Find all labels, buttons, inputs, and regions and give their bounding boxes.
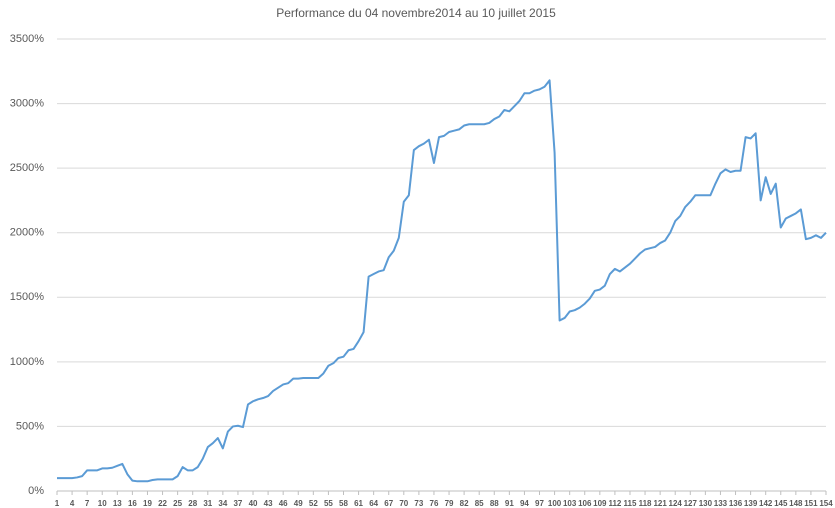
- x-tick-label: 127: [684, 499, 698, 508]
- x-tick-label: 100: [548, 499, 562, 508]
- x-tick-label: 145: [774, 499, 788, 508]
- x-tick-label: 16: [128, 499, 137, 508]
- y-tick-label: 500%: [16, 420, 44, 432]
- x-tick-label: 124: [669, 499, 683, 508]
- x-tick-label: 31: [203, 499, 212, 508]
- y-tick-label: 0%: [28, 485, 44, 497]
- x-tick-label: 34: [218, 499, 227, 508]
- x-tick-label: 148: [789, 499, 803, 508]
- x-tick-label: 103: [563, 499, 577, 508]
- x-tick-label: 25: [173, 499, 182, 508]
- x-tick-label: 7: [85, 499, 90, 508]
- x-tick-label: 82: [460, 499, 469, 508]
- x-tick-label: 13: [113, 499, 122, 508]
- x-tick-label: 130: [699, 499, 713, 508]
- x-tick-label: 97: [535, 499, 544, 508]
- x-tick-label: 91: [505, 499, 514, 508]
- x-tick-label: 115: [624, 499, 637, 508]
- x-tick-label: 133: [714, 499, 728, 508]
- x-tick-label: 85: [475, 499, 484, 508]
- y-tick-label: 3500%: [10, 33, 44, 45]
- x-tick-label: 1: [55, 499, 60, 508]
- x-tick-label: 19: [143, 499, 152, 508]
- x-tick-label: 88: [490, 499, 499, 508]
- x-tick-label: 55: [324, 499, 333, 508]
- x-tick-label: 10: [98, 499, 107, 508]
- x-tick-label: 151: [804, 499, 818, 508]
- x-tick-label: 94: [520, 499, 529, 508]
- x-tick-label: 142: [759, 499, 773, 508]
- x-tick-label: 64: [369, 499, 378, 508]
- x-tick-label: 52: [309, 499, 318, 508]
- x-tick-label: 49: [294, 499, 303, 508]
- x-tick-label: 112: [608, 499, 621, 508]
- x-tick-label: 67: [384, 499, 393, 508]
- x-tick-label: 37: [233, 499, 242, 508]
- x-tick-label: 79: [445, 499, 454, 508]
- x-tick-label: 28: [188, 499, 197, 508]
- y-tick-label: 2000%: [10, 227, 44, 239]
- y-tick-label: 2500%: [10, 162, 44, 174]
- x-tick-label: 136: [729, 499, 743, 508]
- x-tick-label: 73: [414, 499, 423, 508]
- x-tick-label: 46: [279, 499, 288, 508]
- x-tick-label: 58: [339, 499, 348, 508]
- x-tick-label: 106: [578, 499, 592, 508]
- x-tick-label: 70: [399, 499, 408, 508]
- chart-title: Performance du 04 novembre2014 au 10 jui…: [276, 6, 556, 20]
- x-tick-label: 22: [158, 499, 167, 508]
- x-tick-label: 61: [354, 499, 363, 508]
- x-tick-label: 118: [639, 499, 652, 508]
- x-tick-label: 76: [430, 499, 439, 508]
- y-tick-label: 1500%: [10, 291, 44, 303]
- y-tick-label: 1000%: [10, 356, 44, 368]
- x-tick-label: 4: [70, 499, 75, 508]
- x-tick-label: 109: [593, 499, 607, 508]
- y-tick-label: 3000%: [10, 97, 44, 109]
- x-tick-label: 121: [653, 499, 667, 508]
- x-tick-label: 40: [249, 499, 258, 508]
- x-tick-label: 43: [264, 499, 273, 508]
- x-tick-label: 154: [819, 499, 833, 508]
- x-tick-label: 139: [744, 499, 758, 508]
- data-line: [57, 79, 827, 483]
